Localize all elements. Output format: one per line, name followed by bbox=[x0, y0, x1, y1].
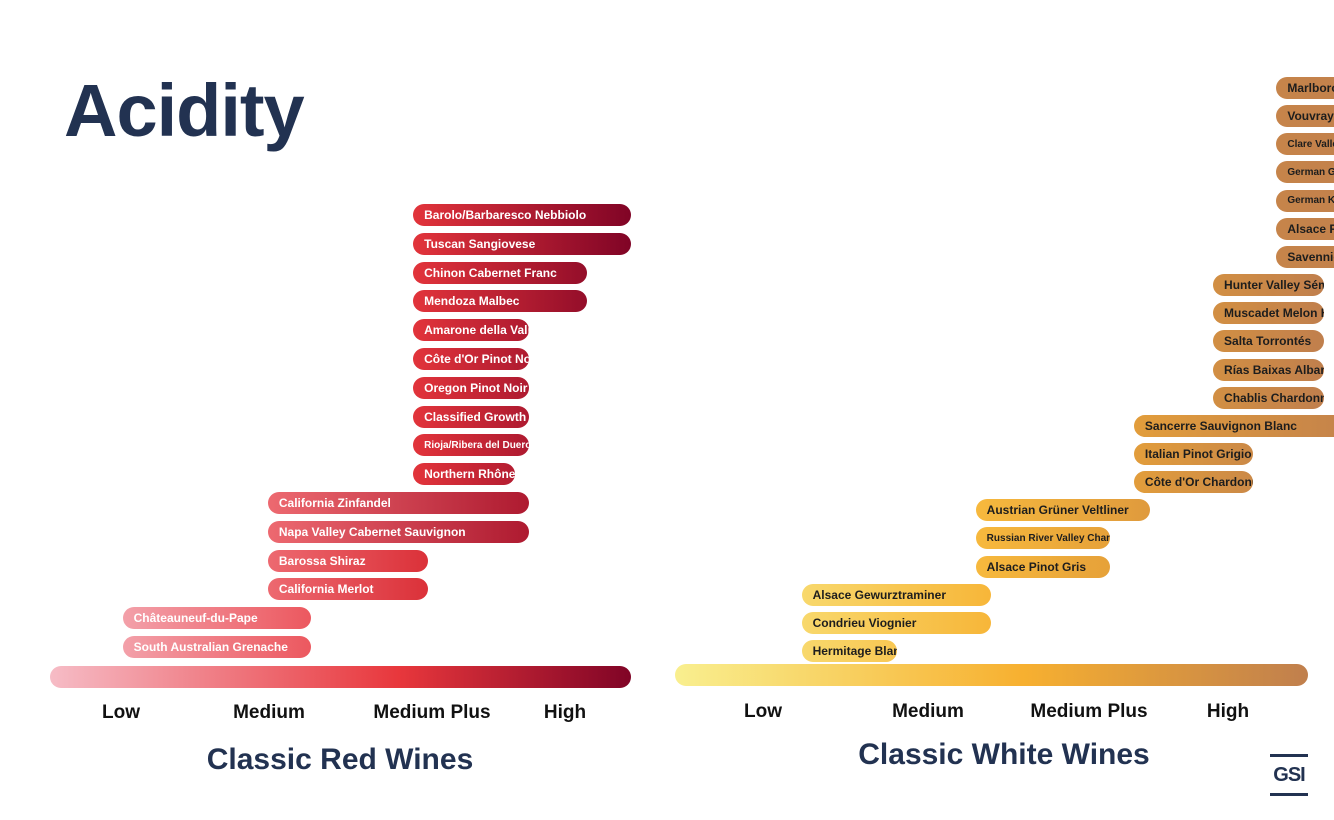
wine-bar-label: Hunter Valley Sémillon bbox=[1224, 278, 1324, 293]
wine-bar-label: Côte d'Or Chardonnay bbox=[1144, 475, 1253, 490]
wine-bar-label: Chinon Cabernet Franc bbox=[424, 265, 557, 280]
wine-bar-label: Marlborough Sauvignon Blanc bbox=[1287, 81, 1334, 95]
wine-bar: California Merlot bbox=[267, 578, 428, 601]
scale-label: Medium Plus bbox=[1030, 701, 1148, 722]
wine-bar-label: Tuscan Sangiovese bbox=[424, 236, 536, 251]
wine-bar: Clare Valley/Eden Valley Riesling bbox=[1276, 133, 1334, 156]
wine-bar-label: Muscadet Melon B bbox=[1224, 306, 1324, 321]
wine-bar-label: Barossa Shiraz bbox=[278, 553, 366, 568]
wine-bar: Condrieu Viognier bbox=[801, 611, 992, 634]
wine-bar: Chablis Chardonnay bbox=[1213, 386, 1324, 409]
wine-bar-label: German Grosses Gewächs Riesling bbox=[1287, 166, 1334, 178]
wine-bar-label: Condrieu Viognier bbox=[812, 615, 917, 630]
wine-bar: Napa Valley Cabernet Sauvignon bbox=[267, 520, 530, 543]
scale-label: Medium bbox=[233, 702, 305, 723]
wine-bar-label: Côte d'Or Pinot Noir bbox=[424, 352, 530, 366]
logo-text: GSI bbox=[1273, 763, 1305, 786]
wine-bar-label: South Australian Grenache bbox=[133, 640, 288, 654]
wine-bar: Mendoza Malbec bbox=[413, 290, 588, 313]
wine-bar-label: Savennières Chenin Blanc bbox=[1287, 249, 1334, 264]
white-acidity-scale-bar bbox=[675, 664, 1308, 686]
wine-bar-label: Châteauneuf-du-Pape bbox=[133, 611, 258, 626]
wine-bar: Tuscan Sangiovese bbox=[413, 232, 631, 255]
wine-bar: Châteauneuf-du-Pape bbox=[122, 607, 312, 630]
wine-bar-label: California Merlot bbox=[278, 582, 374, 597]
wine-bar: Vouvray Chenin Blanc bbox=[1276, 105, 1334, 128]
wine-bar: Chinon Cabernet Franc bbox=[413, 261, 588, 284]
gsi-logo: GSI bbox=[1270, 754, 1308, 796]
wine-bar: Alsace Gewurztraminer bbox=[801, 583, 992, 606]
wine-bar: Hermitage Blanc bbox=[801, 640, 897, 662]
wine-bar-label: Oregon Pinot Noir bbox=[424, 380, 528, 395]
wine-bar-label: Salta Torrontés bbox=[1224, 334, 1312, 349]
wine-bar-label: Russian River Valley Chardonnay bbox=[986, 532, 1111, 544]
wine-bar: Côte d'Or Pinot Noir bbox=[413, 348, 530, 370]
red-chart-title: Classic Red Wines bbox=[206, 743, 474, 776]
wine-bar: Marlborough Sauvignon Blanc bbox=[1276, 77, 1334, 99]
scale-label: Low bbox=[744, 701, 782, 722]
wine-bar-label: Alsace Pinot Gris bbox=[986, 559, 1087, 574]
wine-bar-label: Hermitage Blanc bbox=[812, 644, 897, 658]
scale-label: High bbox=[1206, 701, 1250, 722]
red-acidity-scale-bar bbox=[50, 666, 631, 688]
wine-bar: Austrian Grüner Veltliner bbox=[975, 499, 1150, 522]
wine-bar-label: Vouvray Chenin Blanc bbox=[1287, 109, 1334, 124]
wine-bar-label: Mendoza Malbec bbox=[424, 294, 520, 309]
scale-label: Medium bbox=[892, 701, 964, 722]
wine-bar-label: Napa Valley Cabernet Sauvignon bbox=[278, 524, 466, 539]
wine-bar: California Zinfandel bbox=[267, 492, 530, 514]
wine-bar: Northern Rhône Syrah bbox=[413, 463, 515, 486]
wine-bar: Classified Growth Bordeaux bbox=[413, 405, 530, 428]
white-wines-chart: Marlborough Sauvignon Blanc Vouvray Cheni… bbox=[667, 0, 1334, 820]
wine-bar: Russian River Valley Chardonnay bbox=[975, 527, 1111, 550]
wine-bar: Côte d'Or Chardonnay bbox=[1133, 471, 1253, 494]
wine-bar: German Kabinett/Spätlese Riesling bbox=[1276, 189, 1334, 212]
scale-label: Medium Plus bbox=[373, 702, 491, 723]
wine-bar: South Australian Grenache bbox=[122, 636, 312, 658]
wine-bar-label: Northern Rhône Syrah bbox=[424, 467, 515, 482]
wine-bar: Italian Pinot Grigio bbox=[1133, 442, 1253, 465]
wine-bar-label: Classified Growth Bordeaux bbox=[424, 409, 529, 424]
wine-bar-label: Barolo/Barbaresco Nebbiolo bbox=[424, 208, 587, 222]
wine-bar-label: Italian Pinot Grigio bbox=[1144, 446, 1252, 461]
wine-bar: German Grosses Gewächs Riesling bbox=[1276, 161, 1334, 184]
wine-bar: Savennières Chenin Blanc bbox=[1276, 245, 1334, 268]
wine-bar: Barossa Shiraz bbox=[267, 549, 428, 572]
wine-bar-label: California Zinfandel bbox=[278, 496, 391, 510]
wine-bar: Salta Torrontés bbox=[1213, 330, 1324, 353]
wine-bar: Barolo/Barbaresco Nebbiolo bbox=[413, 204, 631, 226]
wine-bar: Rioja/Ribera del Duero Tempranillo bbox=[413, 434, 530, 457]
wine-bar: Hunter Valley Sémillon bbox=[1213, 274, 1324, 297]
wine-bar: Sancerre Sauvignon Blanc bbox=[1133, 414, 1334, 437]
scale-label: Low bbox=[102, 702, 140, 723]
wine-bar: Muscadet Melon B bbox=[1213, 302, 1324, 325]
wine-bar-label: Chablis Chardonnay bbox=[1224, 390, 1324, 405]
wine-bar-label: Rioja/Ribera del Duero Tempranillo bbox=[424, 439, 530, 451]
wine-bar-label: Austrian Grüner Veltliner bbox=[986, 503, 1129, 518]
wine-bar-label: Sancerre Sauvignon Blanc bbox=[1144, 418, 1297, 433]
wine-bar: Alsace Pinot Gris bbox=[975, 555, 1111, 578]
wine-bar: Amarone della Valpolicella bbox=[413, 319, 530, 342]
wine-bar-label: Alsace Riesling bbox=[1287, 221, 1334, 236]
wine-bar-label: German Kabinett/Spätlese Riesling bbox=[1287, 195, 1334, 207]
scale-label: High bbox=[543, 702, 587, 723]
wine-bar: Alsace Riesling bbox=[1276, 217, 1334, 240]
wine-bar: Rías Baixas Albariño bbox=[1213, 358, 1324, 381]
wine-bar-label: Amarone della Valpolicella bbox=[424, 323, 529, 338]
wine-bar-label: Alsace Gewurztraminer bbox=[812, 587, 946, 602]
white-chart-title: Classic White Wines bbox=[858, 738, 1150, 771]
wine-bar-label: Rías Baixas Albariño bbox=[1224, 362, 1324, 377]
wine-bar-label: Clare Valley/Eden Valley Riesling bbox=[1287, 138, 1334, 150]
red-wines-chart: Barolo/Barbaresco Nebbiolo Tuscan Sangiov… bbox=[50, 204, 631, 776]
page-title: Acidity bbox=[64, 69, 305, 152]
wine-bar: Oregon Pinot Noir bbox=[413, 376, 530, 399]
